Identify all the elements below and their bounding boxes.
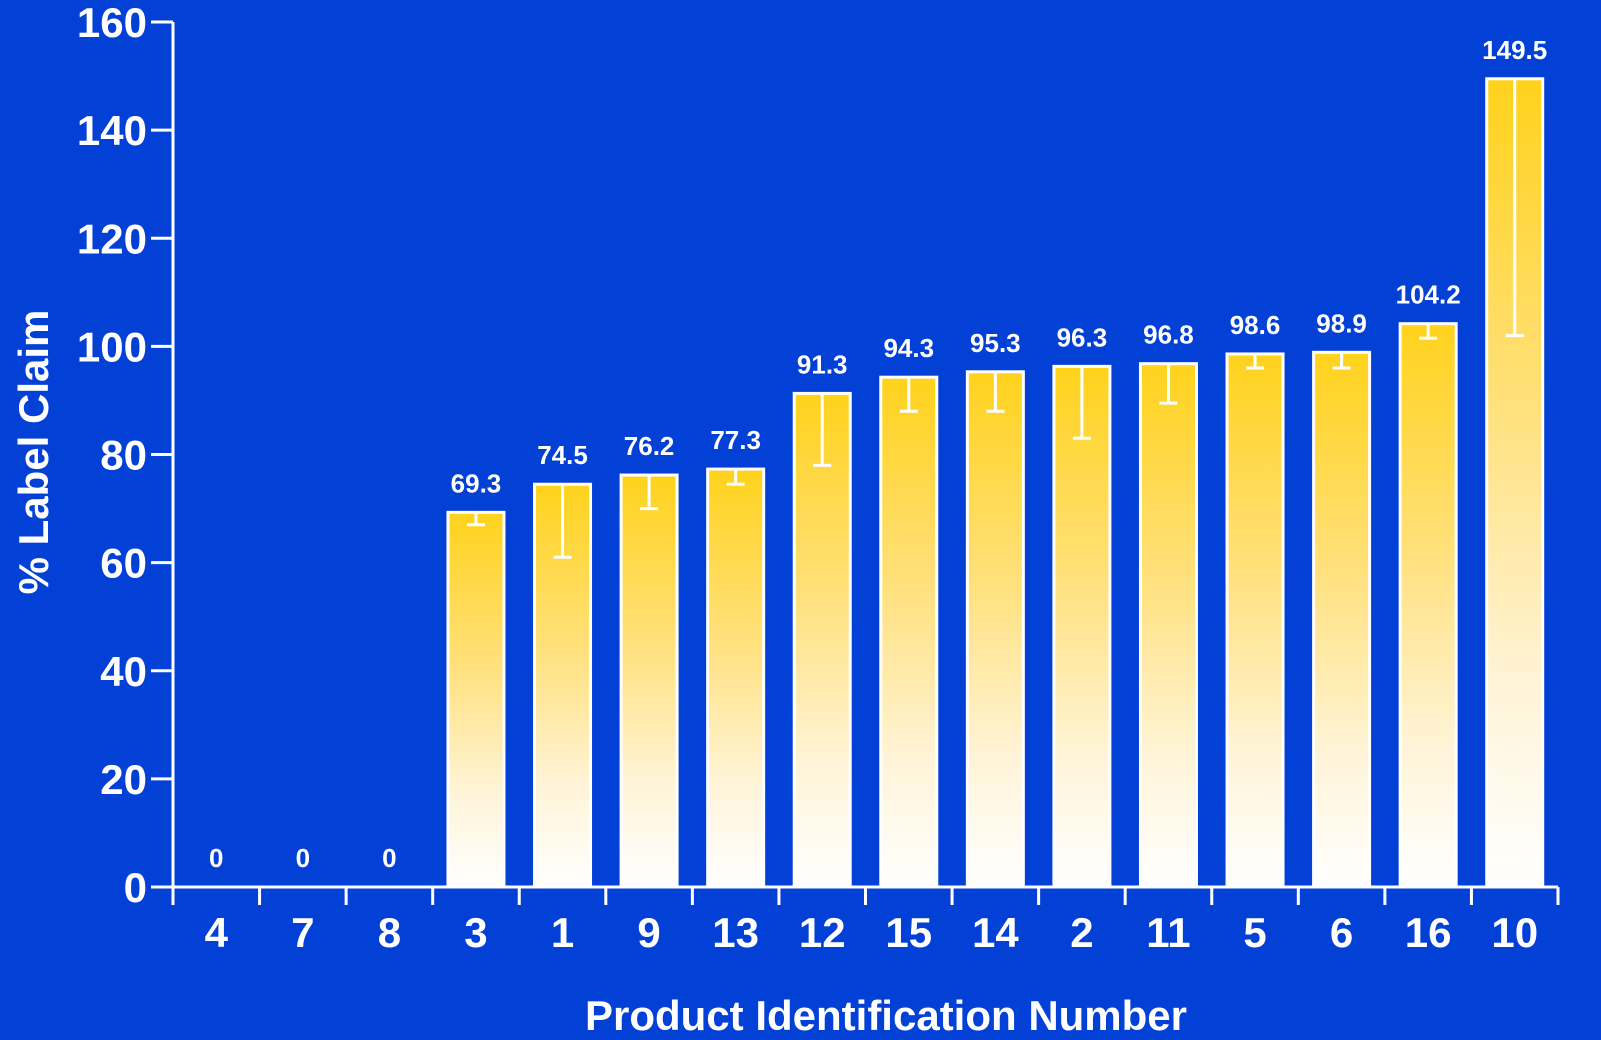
x-axis-title: Product Identification Number bbox=[585, 992, 1187, 1039]
x-tick-label: 11 bbox=[1146, 909, 1190, 956]
bar bbox=[879, 375, 939, 889]
bar bbox=[706, 467, 766, 889]
data-label: 0 bbox=[382, 843, 396, 873]
data-label: 74.5 bbox=[537, 440, 588, 470]
data-label: 94.3 bbox=[883, 333, 934, 363]
y-tick-label: 100 bbox=[77, 323, 147, 370]
data-label: 76.2 bbox=[624, 431, 675, 461]
bar bbox=[1312, 350, 1372, 889]
data-label: 98.9 bbox=[1316, 308, 1367, 338]
x-tick-label: 12 bbox=[799, 909, 846, 956]
x-tick-label: 5 bbox=[1243, 909, 1266, 956]
x-tick-label: 14 bbox=[972, 909, 1019, 956]
x-tick-label: 3 bbox=[464, 909, 487, 956]
x-tick-label: 10 bbox=[1491, 909, 1538, 956]
y-tick-label: 160 bbox=[77, 0, 147, 46]
x-tick-label: 2 bbox=[1070, 909, 1093, 956]
data-label: 96.3 bbox=[1057, 322, 1108, 352]
bar bbox=[1225, 352, 1285, 889]
bar bbox=[792, 391, 852, 889]
y-tick-label: 40 bbox=[100, 648, 147, 695]
data-label: 0 bbox=[296, 843, 310, 873]
data-label: 77.3 bbox=[710, 425, 761, 455]
plot-area: 02040608010012014016004070869.3374.5176.… bbox=[77, 0, 1560, 956]
y-tick-label: 60 bbox=[100, 540, 147, 587]
y-tick-label: 0 bbox=[124, 864, 147, 911]
data-label: 149.5 bbox=[1482, 35, 1547, 65]
bar bbox=[965, 370, 1025, 889]
x-tick-label: 9 bbox=[637, 909, 660, 956]
data-label: 69.3 bbox=[451, 468, 502, 498]
data-label: 96.8 bbox=[1143, 320, 1194, 350]
data-label: 91.3 bbox=[797, 349, 848, 379]
y-tick-label: 120 bbox=[77, 215, 147, 262]
data-label: 104.2 bbox=[1396, 280, 1461, 310]
y-tick-label: 20 bbox=[100, 756, 147, 803]
y-tick-label: 140 bbox=[77, 107, 147, 154]
x-tick-label: 8 bbox=[378, 909, 401, 956]
y-axis-title: % Label Claim bbox=[10, 310, 57, 595]
x-tick-label: 16 bbox=[1405, 909, 1452, 956]
x-tick-label: 4 bbox=[205, 909, 229, 956]
bar bbox=[1052, 364, 1112, 889]
x-tick-label: 1 bbox=[551, 909, 574, 956]
x-tick-label: 15 bbox=[885, 909, 932, 956]
x-tick-label: 13 bbox=[712, 909, 759, 956]
data-label: 98.6 bbox=[1230, 310, 1281, 340]
y-tick-label: 80 bbox=[100, 432, 147, 479]
bar bbox=[446, 510, 506, 889]
data-label: 0 bbox=[209, 843, 223, 873]
x-tick-label: 6 bbox=[1330, 909, 1353, 956]
data-label: 95.3 bbox=[970, 328, 1021, 358]
x-tick-label: 7 bbox=[291, 909, 314, 956]
bar bbox=[619, 473, 679, 889]
bar bbox=[1138, 362, 1198, 889]
bar bbox=[1398, 322, 1458, 889]
